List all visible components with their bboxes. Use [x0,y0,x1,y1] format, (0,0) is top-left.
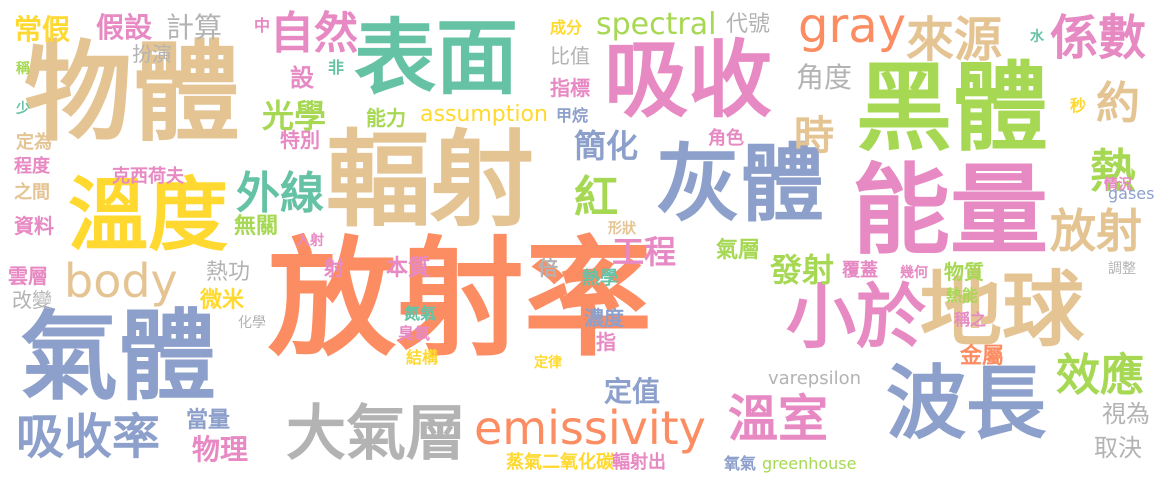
word-name: 稱 [16,61,30,77]
word-gases: gases [1108,184,1155,203]
word-shape: 形狀 [608,221,636,237]
word-atmosphere: 大氣層 [286,399,466,469]
word-thermal-energy: 熱能 [946,286,979,305]
word-refer: 指 [596,330,616,354]
word-essence: 本質 [386,256,431,281]
word-chemistry: 化學 [238,315,266,331]
word-natural: 自然 [270,8,358,59]
word-unrelated: 無關 [234,214,279,239]
word-change: 改變 [12,288,52,312]
word-red: 紅 [574,172,618,223]
word-regard-as: 視為 [1102,400,1150,428]
word-depend-on: 取決 [1094,434,1142,462]
word-emit: 放射 [1050,204,1142,258]
word-absorptivity: 吸收率 [16,409,161,465]
word-coefficient: 係數 [1050,10,1147,66]
word-between: 之間 [14,182,50,203]
word-few: 少 [16,101,30,117]
word-often-assume: 常假 [14,13,71,46]
word-called: 稱之 [954,310,987,329]
word-gray: gray [798,0,907,54]
word-methane: 甲烷 [556,106,589,125]
word-radiate-out: 輻射出 [612,452,666,473]
word-shoot: 射 [324,256,344,280]
word-non: 非 [328,58,345,77]
word-play-role: 扮演 [132,42,172,66]
word-greenhouse-zh: 溫室 [728,390,828,448]
word-data: 資料 [14,214,54,238]
word-angle: 角度 [796,61,853,94]
word-defined-as: 定為 [16,132,52,153]
word-optics: 光學 [262,97,327,135]
word-symbol: 代號 [726,12,771,37]
word-ability: 能力 [366,106,406,130]
word-graybody: 灰體 [656,135,825,233]
word-special: 特別 [280,128,320,152]
word-ratio: 比值 [550,44,590,68]
word-structure: 結構 [406,348,439,367]
word-blackbody: 黑體 [856,52,1048,164]
word-incident: 入射 [296,233,324,249]
word-degree: 程度 [14,156,50,177]
word-role: 角色 [708,128,744,149]
word-greenhouse: greenhouse [762,454,857,473]
word-emission: 發射 [770,251,835,289]
word-oxygen: 氧氣 [724,454,757,473]
word-thermal-work: 熱功 [206,260,251,285]
word-absorb: 吸收 [604,31,773,129]
word-spectral: spectral [596,7,717,42]
word-water: 水 [1030,29,1044,45]
word-geometry: 幾何 [900,265,928,281]
word-calculate: 計算 [166,11,223,44]
word-cloud-layer: 雲層 [8,264,48,288]
word-infrared-outer: 外線 [236,168,324,219]
word-thermodynamics: 熱學 [582,268,618,289]
word-body: body [64,254,178,308]
word-physics: 物理 [192,433,249,466]
word-situation: 情況 [1104,177,1132,193]
word-source: 來源 [906,12,1003,68]
word-engineering: 工程 [612,233,677,271]
word-simplify: 簡化 [574,127,639,165]
word-cover: 覆蓋 [842,260,878,281]
word-gas: 氣體 [20,300,217,414]
word-times: 倍 [538,256,558,280]
word-metal: 金屬 [960,344,1005,369]
word-kirchhoff: 克西荷夫 [112,166,184,187]
word-second: 秒 [1070,96,1087,115]
word-set: 設 [290,64,314,92]
word-ozone: 臭氧 [398,324,431,343]
word-nitrogen: 氮氣 [404,304,437,323]
word-about: 約 [1096,78,1140,129]
word-emissivity-zh: 放射率 [268,225,653,374]
word-wavelength: 波長 [886,357,1046,450]
word-less-than: 小於 [786,276,926,358]
word-vapor-co2: 蒸氣二氧化碳 [506,452,614,473]
word-substance: 物質 [944,260,984,284]
word-index: 指標 [550,76,590,100]
word-component: 成分 [550,18,583,37]
word-radiation: 輻射 [326,119,535,241]
word-gas-layer: 氣層 [716,238,761,263]
word-time: 時 [794,113,834,159]
word-law: 定律 [534,355,562,371]
word-surface: 表面 [354,11,519,106]
word-effect: 效應 [1056,350,1144,401]
word-micron: 微米 [200,288,245,313]
word-object: 物體 [24,31,241,156]
word-middle: 中 [254,16,271,35]
word-adjust: 調整 [1108,261,1136,277]
word-equivalent: 當量 [186,408,231,433]
word-earth: 地球 [920,263,1085,358]
word-emissivity: emissivity [474,401,706,455]
word-heat: 熱 [1090,144,1136,198]
word-varepsilon: varepsilon [768,368,861,389]
word-assumption: assumption [420,102,548,127]
word-concentration: 濃度 [584,306,624,330]
word-constant-value: 定值 [604,375,661,408]
word-energy: 能量 [852,154,1049,268]
word-assume: 假設 [96,11,153,44]
word-temperature: 溫度 [68,169,228,262]
